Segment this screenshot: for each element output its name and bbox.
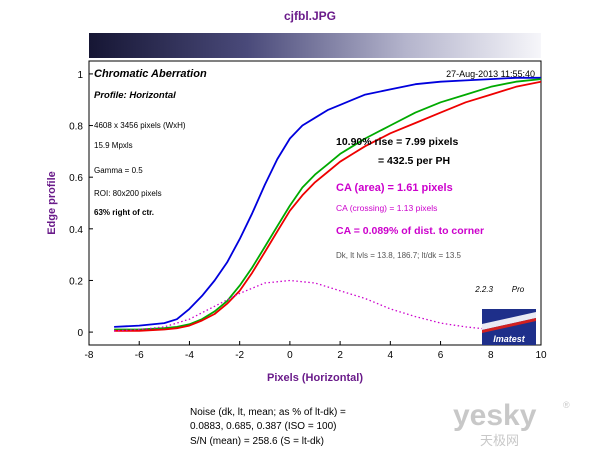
- x-tick-label: -6: [135, 350, 144, 361]
- y-tick-label: 0.4: [69, 225, 83, 236]
- x-tick-label: 4: [388, 350, 394, 361]
- image-size-label: 4608 x 3456 pixels (WxH): [94, 121, 186, 130]
- watermark-chinese: 天极网: [480, 433, 519, 448]
- y-axis-ticks: 0 0.2 0.4 0.6 0.8 1: [69, 70, 93, 339]
- rise-label: 10.90% rise = 7.99 pixels: [336, 136, 458, 148]
- watermark-registered: ®: [563, 400, 570, 410]
- position-label: 63% right of ctr.: [94, 208, 154, 217]
- window-title: cjfbl.JPG: [284, 9, 336, 23]
- ca-area-label: CA (area) = 1.61 pixels: [336, 182, 453, 194]
- mpxls-label: 15.9 Mpxls: [94, 141, 133, 150]
- x-tick-label: -8: [85, 350, 94, 361]
- yesky-watermark: yesky ® 天极网: [453, 399, 570, 448]
- x-tick-label: 0: [287, 350, 293, 361]
- ca-distance-label: CA = 0.089% of dist. to corner: [336, 225, 484, 237]
- timestamp: 27-Aug-2013 11:55:40: [446, 69, 535, 79]
- green-channel-line: [114, 78, 541, 331]
- y-tick-label: 0.8: [69, 122, 83, 133]
- noise-line-2: 0.0883, 0.685, 0.387 (ISO = 100): [190, 421, 337, 432]
- x-tick-label: 6: [438, 350, 444, 361]
- series-group: [114, 76, 541, 332]
- x-tick-label: 10: [535, 350, 547, 361]
- levels-label: Dk, lt lvls = 13.8, 186.7; lt/dk = 13.5: [336, 251, 462, 260]
- rise-per-ph-label: = 432.5 per PH: [378, 155, 450, 167]
- red-channel-line: [114, 80, 541, 332]
- y-tick-label: 0: [77, 328, 83, 339]
- gradient-bar: [89, 33, 541, 58]
- x-tick-label: 2: [337, 350, 343, 361]
- ca-crossing-label: CA (crossing) = 1.13 pixels: [336, 203, 437, 213]
- version-label: 2.2.3: [474, 285, 493, 294]
- noise-line-3: S/N (mean) = 258.6 (S = lt-dk): [190, 436, 324, 447]
- y-tick-label: 0.6: [69, 173, 83, 184]
- x-tick-label: 8: [488, 350, 494, 361]
- logo-text: Imatest: [493, 334, 526, 344]
- watermark-latin: yesky: [453, 399, 537, 432]
- chart-title: Chromatic Aberration: [94, 68, 207, 80]
- x-axis-label: Pixels (Horizontal): [267, 372, 363, 384]
- roi-label: ROI: 80x200 pixels: [94, 189, 162, 198]
- x-tick-label: -4: [185, 350, 194, 361]
- imatest-logo: Imatest: [482, 309, 536, 345]
- y-tick-label: 0.2: [69, 276, 83, 287]
- y-axis-label: Edge profile: [46, 171, 58, 235]
- y-tick-label: 1: [77, 70, 83, 81]
- chart-subtitle: Profile: Horizontal: [94, 90, 176, 101]
- noise-line-1: Noise (dk, lt, mean; as % of lt-dk) =: [190, 407, 346, 418]
- blue-channel-line: [114, 76, 541, 328]
- plot-frame: [88, 60, 542, 346]
- edition-label: Pro: [512, 285, 525, 294]
- x-tick-label: -2: [235, 350, 244, 361]
- gamma-label: Gamma = 0.5: [94, 166, 143, 175]
